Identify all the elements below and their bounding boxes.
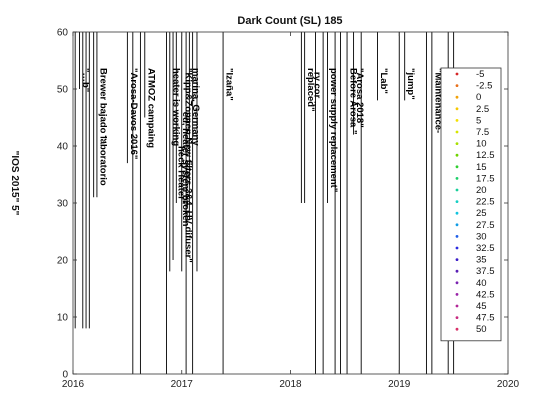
event-label-partial: heck Heater" — [176, 146, 187, 204]
legend-marker — [455, 153, 459, 157]
legend-entry-label: 50 — [476, 324, 487, 335]
x-tick-label: 2016 — [62, 379, 85, 390]
legend-marker — [455, 165, 459, 169]
legend-entry-label: 15 — [476, 162, 487, 173]
event-annotations-layer: "…b" Brewer bajado laboratorio "Arosa-Davo… — [80, 68, 443, 263]
legend-marker — [455, 211, 459, 215]
y-tick-label: 50 — [57, 85, 69, 96]
legend-entry-label: 37.5 — [476, 266, 495, 277]
legend-entry-label: 40 — [476, 278, 487, 289]
legend-entry-label: 0 — [476, 92, 481, 103]
legend-entry-label: 35 — [476, 255, 487, 266]
event-label: "Lab" — [378, 68, 389, 94]
legend-marker — [455, 258, 459, 261]
legend-marker — [455, 223, 459, 227]
event-label-partial: … — [102, 135, 113, 145]
legend-box — [440, 67, 502, 342]
legend-entry-label: -5 — [476, 69, 484, 80]
event-label: power supply replacement" — [328, 68, 339, 192]
chart-title: Dark Count (SL) 185 — [237, 15, 342, 27]
x-tick-label: 2019 — [388, 379, 411, 390]
legend-marker — [455, 142, 459, 146]
legend-entry-label: 27.5 — [476, 220, 495, 231]
legend-marker — [455, 107, 459, 111]
event-label: marina, Germany — [190, 68, 201, 146]
legend-marker — [455, 72, 459, 76]
legend-entry-label: 45 — [476, 301, 487, 312]
event-label-partial: ed, heater system broken — [180, 112, 191, 227]
legend-entry-label: 7.5 — [476, 127, 489, 138]
y-tick-label: 0 — [62, 370, 68, 381]
event-label: "jump" — [405, 68, 416, 100]
legend-marker — [455, 130, 459, 134]
y-axis-label: "IOS 2015" 5" — [9, 151, 20, 216]
event-label: "…b" — [80, 68, 91, 92]
legend-marker — [455, 327, 459, 331]
legend-marker — [455, 316, 459, 319]
legend: -5-2.502.557.51012.51517.52022.52527.530… — [440, 67, 502, 342]
legend-marker — [455, 119, 459, 122]
y-tick-label: 60 — [57, 28, 69, 39]
legend-marker — [455, 281, 459, 285]
legend-entry-label: 2.5 — [476, 104, 489, 115]
legend-entry-label: -2.5 — [476, 81, 492, 92]
legend-marker — [455, 269, 459, 273]
event-label: "Arosa 2018" — [354, 68, 365, 128]
legend-entry-label: 42.5 — [476, 289, 495, 300]
event-label: "Arosa-Davos 2016" — [128, 68, 139, 159]
legend-marker — [455, 84, 459, 87]
event-label: "Kipp&Zonnen.New filters 3&4. UV difuser… — [182, 68, 193, 263]
legend-marker — [455, 235, 459, 238]
y-tick-label: 30 — [57, 199, 69, 210]
legend-entry-label: 30 — [476, 231, 487, 242]
legend-entry-label: 17.5 — [476, 173, 495, 184]
legend-entry-label: 25 — [476, 208, 487, 219]
legend-entry-label: 47.5 — [476, 313, 495, 324]
event-label: "Izaña" — [224, 68, 235, 101]
event-label: Brewer bajado laboratorio — [97, 68, 108, 186]
legend-entry-label: 10 — [476, 139, 487, 150]
legend-marker — [455, 200, 459, 204]
event-label: heater is working — [170, 68, 181, 146]
event-label: Before Arosa " — [348, 68, 359, 134]
event-label: ATMOZ campaing — [145, 68, 156, 148]
y-tick-label: 20 — [57, 256, 69, 267]
legend-marker — [455, 188, 459, 192]
legend-entry-label: 20 — [476, 185, 487, 196]
x-tick-label: 2018 — [279, 379, 302, 390]
y-tick-label: 40 — [57, 142, 69, 153]
legend-marker — [455, 293, 459, 296]
x-axis: 2016 2017 2018 2019 2020 — [62, 32, 520, 390]
event-label: replaced" — [305, 68, 316, 112]
legend-marker — [455, 95, 459, 99]
legend-marker — [455, 177, 459, 180]
event-label-partial: ry cor ., — [312, 72, 323, 106]
legend-entry-label: 32.5 — [476, 243, 495, 254]
x-tick-label: 2020 — [497, 379, 520, 390]
event-label: "Maintenance- — [432, 68, 443, 133]
legend-entry-label: 12.5 — [476, 150, 495, 161]
x-tick-label: 2017 — [171, 379, 194, 390]
legend-marker — [455, 304, 459, 308]
legend-marker — [455, 246, 459, 250]
legend-entry-label: 5 — [476, 115, 481, 126]
legend-entry-label: 22.5 — [476, 197, 495, 208]
y-tick-label: 10 — [57, 313, 69, 324]
